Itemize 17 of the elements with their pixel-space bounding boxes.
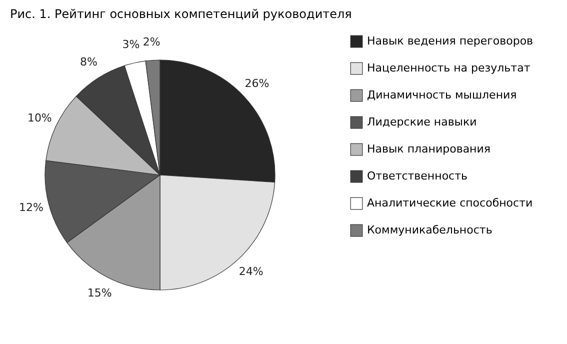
data-label: 8% <box>80 56 98 69</box>
data-label: 15% <box>87 286 112 300</box>
data-label: 24% <box>238 264 264 278</box>
legend-label: Аналитические способности <box>367 196 533 210</box>
data-label: 26% <box>244 76 270 90</box>
data-label: 10% <box>27 111 52 124</box>
data-label: 3% <box>122 38 140 52</box>
legend-label: Навык ведения переговоров <box>367 34 534 48</box>
data-label: 2% <box>142 35 160 48</box>
legend-label: Ответственность <box>367 170 468 182</box>
legend-label: Навык планирования <box>367 142 491 156</box>
legend-label: Динамичность мышления <box>367 88 517 102</box>
chart-title: Рис. 1. Рейтинг основных компетенций руководителя <box>10 7 352 21</box>
legend-label: Нацеленность на результат <box>367 62 531 74</box>
legend-label: Коммуникабельность <box>367 224 492 236</box>
data-label: 12% <box>18 201 44 214</box>
legend-label: Лидерские навыки <box>367 116 477 128</box>
